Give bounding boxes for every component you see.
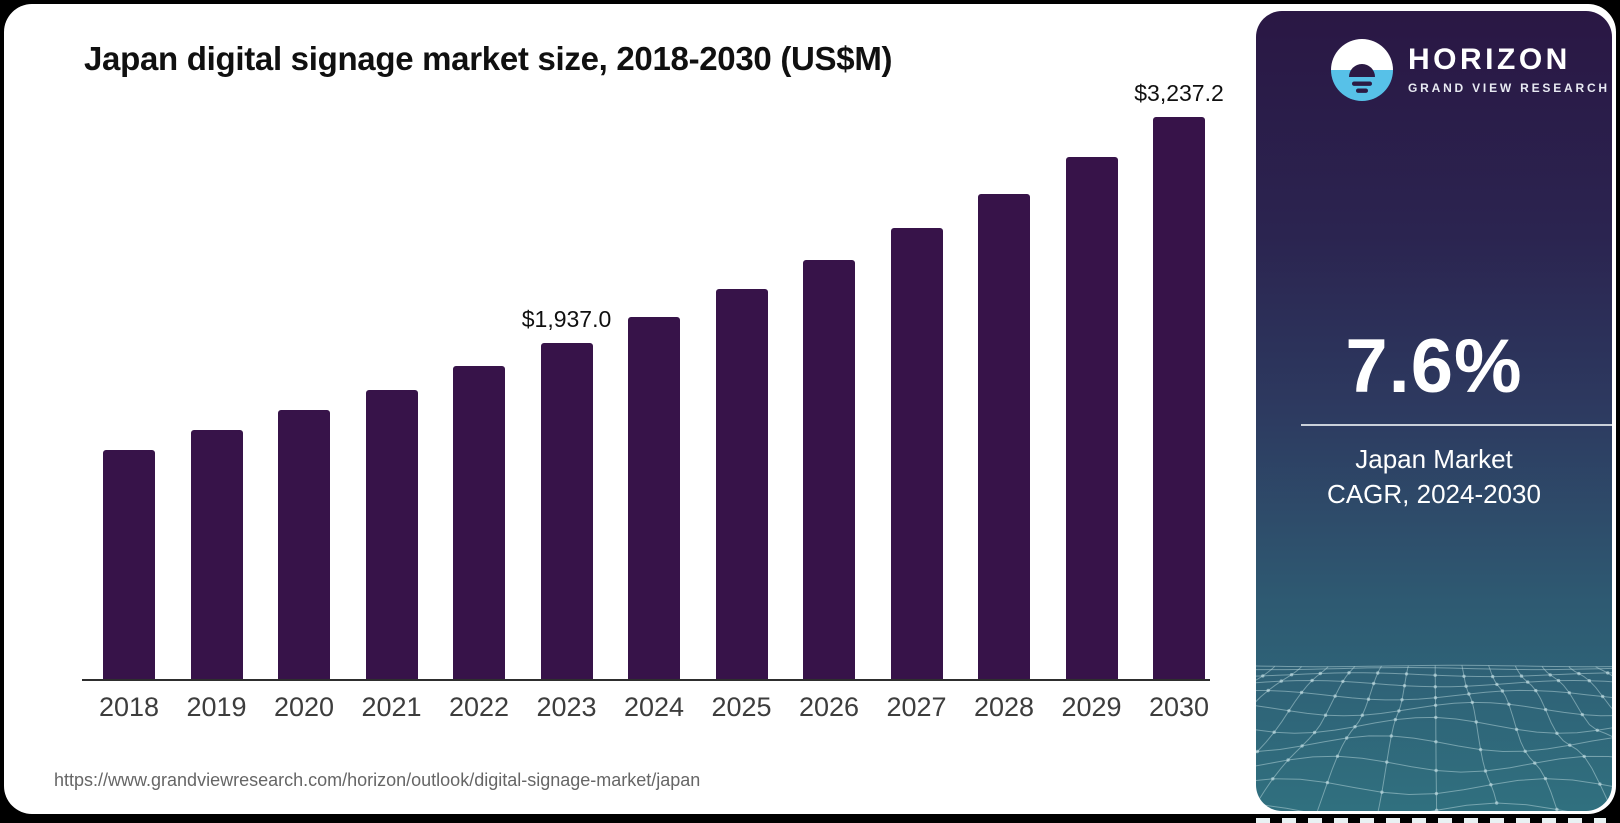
tick-label-2018: 2018: [98, 692, 160, 722]
brand-panel: HORIZON GRAND VIEW RESEARCH 7.6% Japan M…: [1256, 11, 1612, 811]
tick-label-2030: 2030: [1148, 692, 1210, 722]
tick-label-2019: 2019: [186, 692, 247, 722]
brand-text: HORIZON GRAND VIEW RESEARCH: [1408, 43, 1610, 96]
tick-label-2025: 2025: [711, 692, 772, 722]
brand-subtitle: GRAND VIEW RESEARCH: [1408, 81, 1610, 95]
x-axis-line: [82, 679, 1210, 681]
bar-2027: [890, 227, 943, 679]
bar-column-2020: 2020: [274, 117, 334, 722]
tick-label-2022: 2022: [448, 692, 510, 722]
bar-column-2022: 2022: [449, 117, 509, 722]
horizon-sunrise-icon: [1331, 39, 1393, 101]
bar-2026: [803, 259, 855, 679]
tick-label-2024: 2024: [623, 692, 685, 722]
bar-column-2024: 2024: [624, 117, 684, 722]
bar-2030: [1153, 117, 1205, 679]
brand-name: HORIZON: [1408, 43, 1571, 76]
cagr-caption: Japan Market CAGR, 2024-2030: [1256, 442, 1612, 512]
bar-column-2027: 2027: [886, 117, 947, 722]
tick-label-2021: 2021: [361, 692, 422, 722]
bar-column-2019: 2019: [186, 117, 247, 722]
bar-2022: [453, 366, 505, 679]
bar-column-2030: $3,237.2 2030: [1134, 80, 1224, 722]
bar-column-2021: 2021: [361, 117, 422, 722]
bar-column-2028: 2028: [974, 117, 1034, 722]
bottom-perforation: [1256, 818, 1606, 823]
bar-2019: [190, 429, 243, 679]
bar-column-2023: $1,937.0 2023: [522, 117, 612, 722]
bar-2028: [978, 193, 1030, 679]
stat-divider: [1301, 424, 1612, 426]
cagr-caption-line1: Japan Market: [1355, 444, 1513, 474]
value-label-2023: $1,937.0: [521, 305, 612, 332]
bar-2025: [715, 289, 768, 679]
bar-column-2018: 2018: [99, 117, 159, 722]
tick-label-2023: 2023: [536, 692, 597, 722]
mesh-pattern: [1256, 664, 1612, 811]
cagr-value: 7.6%: [1345, 324, 1523, 409]
source-url: https://www.grandviewresearch.com/horizo…: [54, 770, 701, 790]
bar-2020: [278, 410, 330, 679]
tick-label-2029: 2029: [1061, 692, 1122, 722]
infographic-card: Japan digital signage market size, 2018-…: [4, 4, 1616, 823]
bar-2018: [103, 450, 155, 679]
cagr-caption-line2: CAGR, 2024-2030: [1327, 479, 1541, 510]
tick-label-2020: 2020: [273, 692, 335, 722]
tick-label-2026: 2026: [798, 692, 860, 722]
tick-label-2027: 2027: [886, 692, 947, 722]
bar-2023: [540, 342, 593, 679]
bar-chart-plot-area: 2018 2019 2020 2021 2022 $1,937.0 2023 2024 2025…: [99, 80, 1224, 722]
bar-2029: [1065, 156, 1118, 679]
brand-row: HORIZON GRAND VIEW RESEARCH: [1330, 38, 1610, 102]
value-label-2030: $3,237.2: [1134, 80, 1224, 106]
tick-label-2028: 2028: [973, 692, 1035, 722]
bar-2021: [365, 389, 418, 679]
cagr-stat: 7.6% Japan Market CAGR, 2024-2030: [1256, 323, 1612, 512]
bar-column-2026: 2026: [799, 117, 859, 722]
bar-column-2029: 2029: [1061, 117, 1122, 722]
bar-column-2025: 2025: [711, 117, 772, 722]
bar-2024: [628, 316, 680, 679]
chart-title: Japan digital signage market size, 2018-…: [84, 40, 893, 77]
